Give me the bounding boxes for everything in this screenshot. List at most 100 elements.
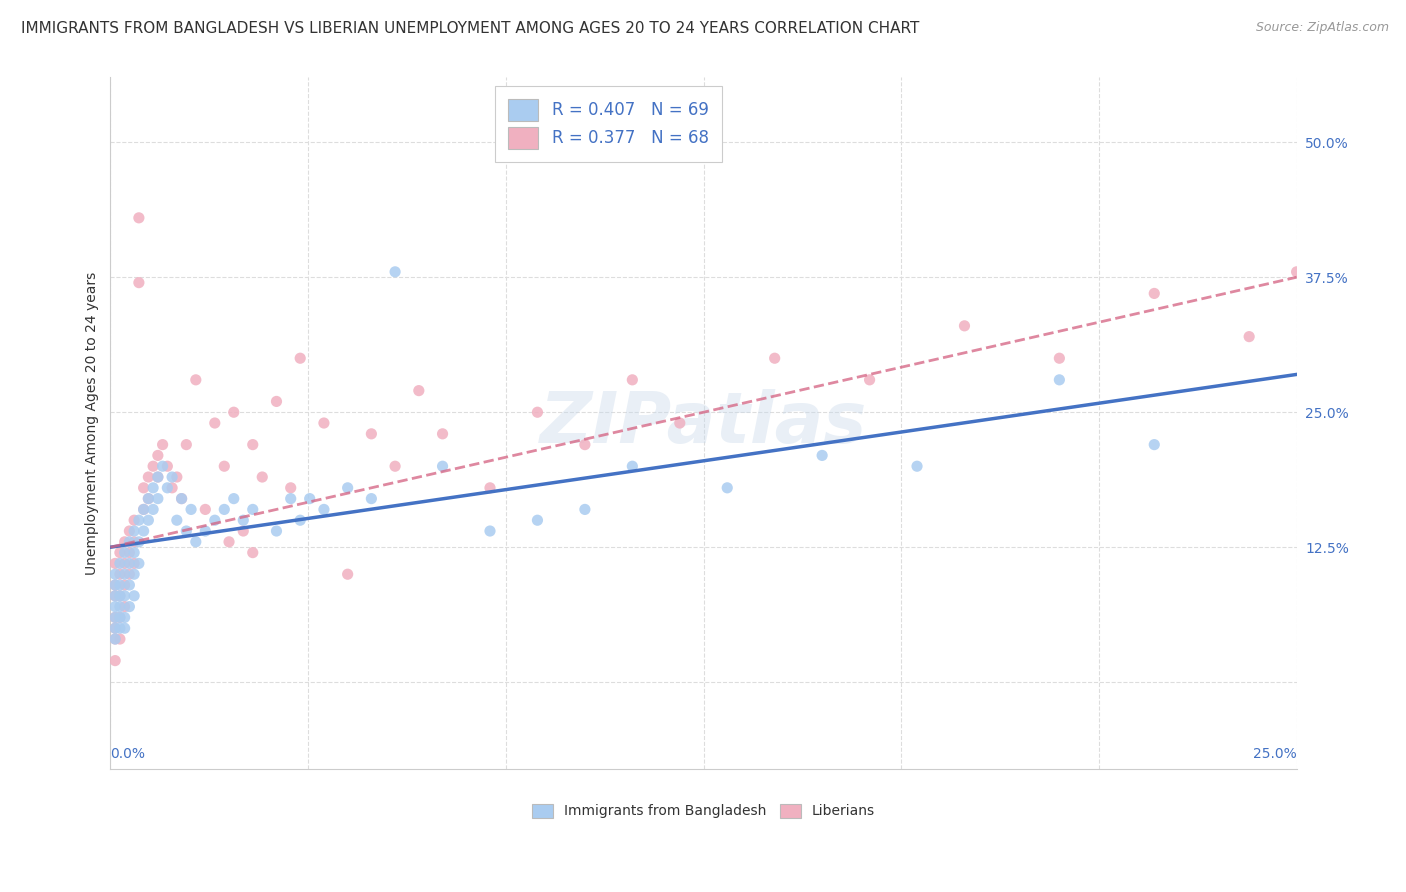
Point <box>128 513 150 527</box>
Point <box>242 437 264 451</box>
Point <box>114 589 136 603</box>
Point <box>194 502 217 516</box>
Point <box>104 621 127 635</box>
Point <box>166 513 188 527</box>
Point <box>128 211 150 225</box>
Point <box>312 502 335 516</box>
Point <box>122 567 145 582</box>
Point <box>108 557 131 571</box>
Point <box>114 534 136 549</box>
Point <box>290 351 312 366</box>
Point <box>184 534 207 549</box>
Point <box>1237 329 1260 343</box>
Point <box>108 578 131 592</box>
Point <box>668 416 690 430</box>
Point <box>142 481 165 495</box>
Point <box>1143 437 1166 451</box>
Point <box>716 481 738 495</box>
Point <box>266 524 288 538</box>
Point <box>118 599 141 614</box>
Point <box>176 524 198 538</box>
Point <box>104 567 127 582</box>
Point <box>232 513 254 527</box>
Point <box>114 557 136 571</box>
Point <box>132 481 155 495</box>
Point <box>763 351 786 366</box>
Point <box>1285 265 1308 279</box>
Point <box>128 557 150 571</box>
Point <box>122 524 145 538</box>
Point <box>242 502 264 516</box>
Point <box>280 481 302 495</box>
Point <box>114 621 136 635</box>
Point <box>146 491 169 506</box>
Point <box>104 557 127 571</box>
Point <box>104 654 127 668</box>
Point <box>218 534 240 549</box>
Point <box>166 470 188 484</box>
Point <box>114 578 136 592</box>
Point <box>114 599 136 614</box>
Point <box>108 621 131 635</box>
Point <box>280 491 302 506</box>
Point <box>953 318 976 333</box>
Point <box>360 426 382 441</box>
Point <box>114 567 136 582</box>
Point <box>118 546 141 560</box>
Point <box>132 502 155 516</box>
Point <box>104 578 127 592</box>
Point <box>204 513 226 527</box>
Point <box>222 491 245 506</box>
Point <box>384 459 406 474</box>
Point <box>204 416 226 430</box>
Point <box>122 589 145 603</box>
Point <box>108 589 131 603</box>
Point <box>1143 286 1166 301</box>
Point <box>104 599 127 614</box>
Point <box>108 589 131 603</box>
Point <box>384 265 406 279</box>
Point <box>118 557 141 571</box>
Point <box>122 534 145 549</box>
Text: Source: ZipAtlas.com: Source: ZipAtlas.com <box>1256 21 1389 34</box>
Point <box>132 524 155 538</box>
Point <box>118 567 141 582</box>
Point <box>118 578 141 592</box>
Point <box>222 405 245 419</box>
Point <box>290 513 312 527</box>
Point <box>266 394 288 409</box>
Point <box>1047 351 1070 366</box>
Point <box>214 502 236 516</box>
Point <box>160 481 183 495</box>
Point <box>408 384 430 398</box>
Point <box>114 546 136 560</box>
Point <box>142 502 165 516</box>
Point <box>479 524 502 538</box>
Point <box>170 491 193 506</box>
Point <box>118 534 141 549</box>
Point <box>811 449 834 463</box>
Point <box>1047 373 1070 387</box>
Text: 0.0%: 0.0% <box>111 747 145 761</box>
Point <box>526 513 548 527</box>
Point <box>432 459 454 474</box>
Point <box>574 502 596 516</box>
Point <box>146 449 169 463</box>
Point <box>526 405 548 419</box>
Point <box>152 459 174 474</box>
Point <box>122 557 145 571</box>
Point <box>104 632 127 646</box>
Point <box>138 513 160 527</box>
Point <box>905 459 928 474</box>
Point <box>432 426 454 441</box>
Point <box>621 459 644 474</box>
Point <box>156 459 179 474</box>
Point <box>138 491 160 506</box>
Point <box>104 610 127 624</box>
Point <box>118 524 141 538</box>
Point <box>128 276 150 290</box>
Point <box>108 610 131 624</box>
Point <box>232 524 254 538</box>
Point <box>138 470 160 484</box>
Point <box>104 589 127 603</box>
